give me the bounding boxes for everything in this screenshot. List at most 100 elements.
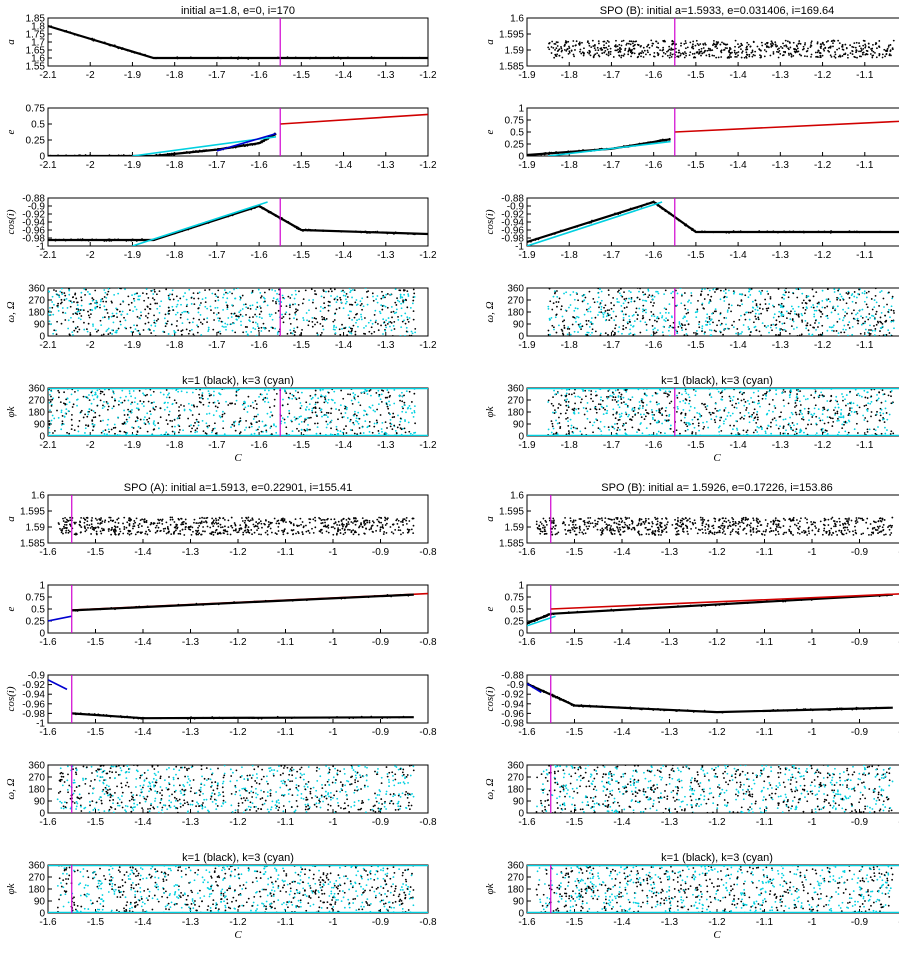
p01-phi-point [850, 407, 853, 409]
p00-phi-point [219, 416, 222, 419]
p00-w-point [204, 305, 207, 308]
p01-a-point [659, 49, 662, 52]
p01-a-point [608, 41, 610, 43]
p00-w-point [356, 303, 359, 306]
p00-w-point [67, 327, 70, 330]
p01-phi-point [664, 390, 667, 393]
p00-phi-point [404, 420, 406, 423]
p01-w-point [892, 309, 895, 312]
p00-w-point [131, 294, 133, 297]
p00-a-xtick-label: -2 [86, 70, 95, 81]
p01-phi-point [883, 421, 886, 424]
p00-w-point [295, 310, 298, 313]
p01-w-point [850, 312, 853, 315]
p01-phi-point [830, 395, 833, 398]
p01-a-point [607, 51, 610, 53]
p01-a-point [579, 50, 581, 53]
p00-w-point [383, 321, 386, 324]
p00-a-point [69, 31, 71, 34]
p01-w-point [754, 299, 757, 302]
p00-a-ytick-label: 1.8 [31, 22, 45, 33]
p01-a-point [772, 43, 775, 45]
p00-w-point [174, 313, 177, 316]
p01-phi-point [680, 419, 683, 422]
p01-w-point [656, 290, 659, 293]
p00-w-point [88, 316, 91, 319]
p01-w-point [611, 330, 614, 333]
p01-phi-point [570, 393, 573, 396]
p01-w-point [615, 315, 617, 318]
p00-phi-point [253, 432, 256, 435]
p01-a-point [698, 52, 701, 55]
p00-phi-point [298, 423, 301, 426]
p00-w-point [336, 295, 339, 298]
p01-a-point [614, 49, 617, 52]
p01-phi-point [633, 406, 636, 409]
p00-cos-point [295, 227, 298, 230]
p01-phi-ytick-label: 90 [513, 420, 525, 431]
p00-phi-point [314, 389, 317, 392]
p00-w-point [233, 312, 236, 315]
p00-w-point [176, 311, 179, 314]
p00-a-point [49, 25, 52, 28]
p00-w-point [369, 319, 372, 322]
p00-phi-point [187, 417, 190, 420]
p00-phi-point [106, 433, 108, 436]
p00-phi-point [178, 409, 180, 412]
p00-phi-point [319, 409, 322, 412]
p01-w-point [752, 306, 755, 309]
p01-w-point [622, 319, 625, 322]
p00-w-point [314, 323, 316, 326]
p01-cos-ytick-label: -0.98 [501, 234, 524, 245]
p01-phi-point [718, 425, 721, 428]
p01-phi-point [890, 395, 892, 398]
p00-w-point [276, 331, 279, 334]
p00-w-point [412, 299, 415, 302]
p00-w-point [355, 321, 357, 324]
p00-w-point [106, 293, 109, 296]
p00-phi-point [198, 400, 201, 403]
p00-w-point [398, 300, 401, 303]
p01-a-point [709, 48, 712, 50]
p00-phi-point [208, 392, 211, 395]
p00-phi-point [125, 395, 127, 398]
p00-e-point [195, 149, 197, 152]
p00-e-xtick-label: -2.1 [39, 160, 57, 171]
p01-a-point [635, 40, 638, 43]
p00-w-point [170, 323, 173, 326]
p01-phi-point [681, 393, 683, 396]
p00-w-point [390, 311, 393, 313]
p00-phi-point [285, 432, 288, 435]
p00-cos-xtick-label: -1.9 [124, 250, 142, 261]
p01-w-point [817, 301, 820, 304]
p00-phi-point [212, 394, 215, 397]
p01-phi-point [588, 389, 590, 392]
p00-w-point [204, 289, 206, 292]
p01-phi-point [879, 414, 882, 417]
p00-w-point [259, 291, 262, 294]
p01-w-point [652, 328, 655, 331]
p00-w-point [332, 320, 335, 323]
p00-cos-point [136, 239, 139, 242]
p01-w-point [714, 291, 716, 293]
p01-phi-point [586, 402, 589, 404]
p01-w-point [712, 321, 714, 324]
p01-phi-point [821, 419, 824, 422]
p01-w-point [722, 333, 724, 336]
p01-a-point [581, 41, 583, 44]
p00-phi-point [326, 416, 329, 418]
p01-phi-point [655, 433, 658, 435]
p01-phi-xtick-label: -1.9 [518, 440, 536, 451]
p01-w-point [573, 309, 576, 312]
p01-w-point [556, 295, 559, 298]
p00-phi-point [102, 430, 105, 432]
p01-a-point [630, 40, 633, 43]
p01-a-point [629, 51, 632, 54]
p01-w-point [751, 310, 754, 313]
p01-phi-point [821, 394, 824, 397]
p00-w-point [274, 327, 277, 330]
p01-a-point [782, 50, 785, 53]
p01-phi-point [795, 413, 798, 416]
p00-cos-point [280, 217, 283, 219]
p01-w-point [863, 292, 866, 295]
